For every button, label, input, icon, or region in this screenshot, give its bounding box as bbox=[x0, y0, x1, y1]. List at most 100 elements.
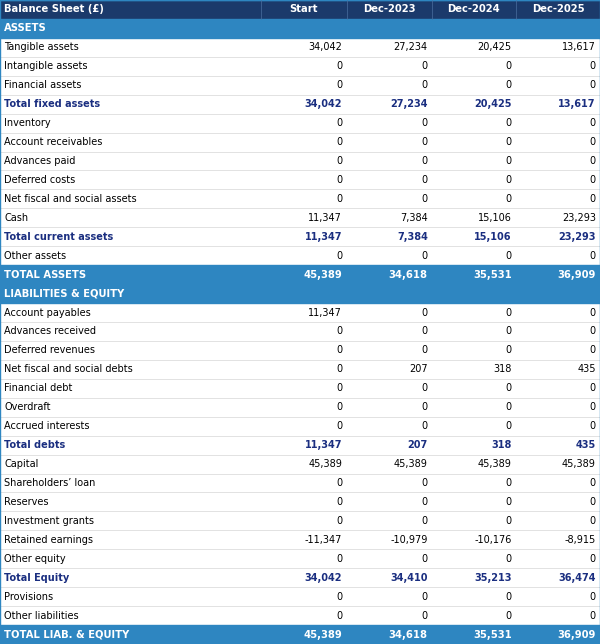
Bar bbox=[0, 587, 261, 606]
Bar bbox=[347, 0, 432, 19]
Text: Accrued interests: Accrued interests bbox=[4, 421, 90, 431]
Text: 0: 0 bbox=[422, 554, 428, 564]
Bar bbox=[432, 133, 516, 151]
Bar bbox=[0, 473, 261, 493]
Bar bbox=[432, 246, 516, 265]
Bar bbox=[432, 435, 516, 455]
Bar bbox=[347, 151, 432, 171]
Bar bbox=[0, 284, 261, 303]
Bar bbox=[432, 265, 516, 284]
Bar bbox=[261, 606, 347, 625]
Bar bbox=[0, 455, 261, 473]
Text: 45,389: 45,389 bbox=[562, 459, 596, 469]
Bar bbox=[432, 493, 516, 511]
Bar bbox=[516, 531, 600, 549]
Text: 15,106: 15,106 bbox=[478, 213, 512, 223]
Text: 0: 0 bbox=[590, 194, 596, 204]
Text: -10,979: -10,979 bbox=[391, 535, 428, 545]
Text: 36,909: 36,909 bbox=[557, 630, 596, 639]
Text: 0: 0 bbox=[336, 478, 342, 488]
Bar bbox=[432, 38, 516, 57]
Bar bbox=[0, 625, 261, 644]
Text: 0: 0 bbox=[336, 327, 342, 336]
Bar bbox=[432, 227, 516, 246]
Text: 0: 0 bbox=[336, 61, 342, 71]
Text: 35,531: 35,531 bbox=[473, 270, 512, 279]
Bar bbox=[516, 209, 600, 227]
Text: Total fixed assets: Total fixed assets bbox=[4, 99, 100, 109]
Text: 0: 0 bbox=[422, 383, 428, 393]
Bar bbox=[0, 265, 261, 284]
Bar bbox=[347, 171, 432, 189]
Bar bbox=[0, 303, 261, 322]
Text: 27,234: 27,234 bbox=[390, 99, 428, 109]
Text: 0: 0 bbox=[590, 80, 596, 90]
Text: 0: 0 bbox=[506, 611, 512, 621]
Text: 0: 0 bbox=[336, 137, 342, 147]
Bar bbox=[516, 133, 600, 151]
Bar bbox=[516, 473, 600, 493]
Bar bbox=[516, 398, 600, 417]
Bar bbox=[0, 133, 261, 151]
Bar bbox=[347, 549, 432, 568]
Bar bbox=[261, 455, 347, 473]
Bar bbox=[0, 379, 261, 398]
Text: Advances received: Advances received bbox=[4, 327, 96, 336]
Text: -8,915: -8,915 bbox=[565, 535, 596, 545]
Text: 0: 0 bbox=[506, 137, 512, 147]
Text: 0: 0 bbox=[590, 421, 596, 431]
Text: Shareholders’ loan: Shareholders’ loan bbox=[4, 478, 95, 488]
Bar bbox=[0, 113, 261, 133]
Text: Other equity: Other equity bbox=[4, 554, 66, 564]
Bar bbox=[261, 284, 347, 303]
Text: Capital: Capital bbox=[4, 459, 38, 469]
Text: Financial assets: Financial assets bbox=[4, 80, 82, 90]
Text: Dec-2023: Dec-2023 bbox=[363, 5, 416, 14]
Bar bbox=[347, 360, 432, 379]
Text: 0: 0 bbox=[336, 345, 342, 355]
Text: Total Equity: Total Equity bbox=[4, 573, 70, 583]
Text: 0: 0 bbox=[336, 118, 342, 128]
Bar bbox=[0, 606, 261, 625]
Text: 7,384: 7,384 bbox=[397, 232, 428, 242]
Text: Intangible assets: Intangible assets bbox=[4, 61, 88, 71]
Text: 0: 0 bbox=[506, 80, 512, 90]
Text: 0: 0 bbox=[506, 554, 512, 564]
Bar bbox=[261, 398, 347, 417]
Text: 435: 435 bbox=[575, 440, 596, 450]
Text: 36,909: 36,909 bbox=[557, 270, 596, 279]
Bar bbox=[516, 303, 600, 322]
Bar bbox=[261, 473, 347, 493]
Text: 0: 0 bbox=[506, 383, 512, 393]
Bar bbox=[347, 227, 432, 246]
Bar bbox=[516, 76, 600, 95]
Text: Financial debt: Financial debt bbox=[4, 383, 73, 393]
Text: 0: 0 bbox=[336, 251, 342, 261]
Text: 0: 0 bbox=[336, 80, 342, 90]
Bar bbox=[516, 171, 600, 189]
Text: Advances paid: Advances paid bbox=[4, 156, 76, 166]
Text: TOTAL ASSETS: TOTAL ASSETS bbox=[4, 270, 86, 279]
Bar bbox=[432, 587, 516, 606]
Text: 0: 0 bbox=[336, 421, 342, 431]
Text: 0: 0 bbox=[506, 497, 512, 507]
Bar bbox=[516, 322, 600, 341]
Text: 23,293: 23,293 bbox=[562, 213, 596, 223]
Bar bbox=[347, 38, 432, 57]
Bar bbox=[432, 473, 516, 493]
Bar bbox=[432, 341, 516, 360]
Text: Other liabilities: Other liabilities bbox=[4, 611, 79, 621]
Text: 45,389: 45,389 bbox=[308, 459, 342, 469]
Text: 0: 0 bbox=[506, 516, 512, 526]
Text: 0: 0 bbox=[590, 156, 596, 166]
Text: 45,389: 45,389 bbox=[304, 270, 342, 279]
Bar bbox=[261, 209, 347, 227]
Bar bbox=[516, 511, 600, 531]
Text: 0: 0 bbox=[590, 251, 596, 261]
Text: 0: 0 bbox=[506, 194, 512, 204]
Text: 0: 0 bbox=[590, 308, 596, 317]
Bar bbox=[347, 531, 432, 549]
Bar bbox=[516, 587, 600, 606]
Bar bbox=[432, 171, 516, 189]
Bar bbox=[347, 455, 432, 473]
